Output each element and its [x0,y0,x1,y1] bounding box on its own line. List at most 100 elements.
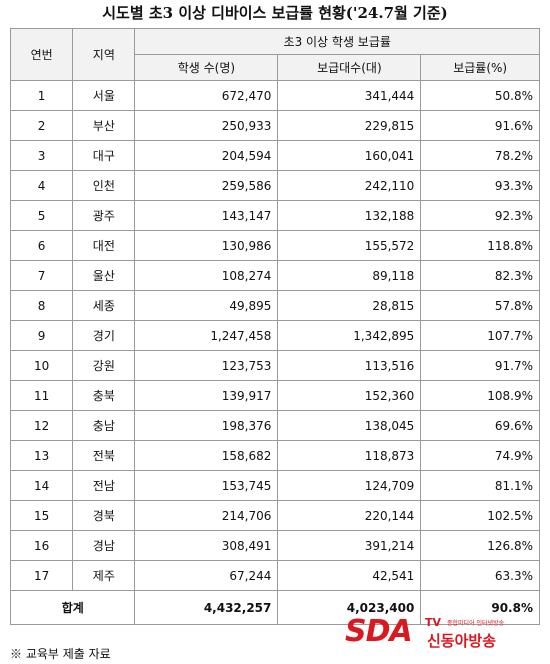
cell: 16 [9,530,74,561]
cell: 67,244 [134,560,279,591]
cell: 10 [9,350,74,381]
cell: 부산 [72,110,136,141]
cell: 92.3% [420,200,540,231]
logo-tv: TV [425,616,442,629]
header-row: 연번 지역 초3 이상 학생 보급률 [9,28,540,81]
cell: 91.6% [420,110,540,141]
cell: 4 [9,170,74,201]
cell: 155,572 [277,230,422,261]
cell: 158,682 [134,440,279,471]
cell: 전남 [72,470,136,501]
row: 14 전남 153,745 124,709 81.1% [9,470,540,501]
cell: 1 [9,80,74,111]
cell: 50.8% [420,80,540,111]
row: 10 강원 123,753 113,516 91.7% [9,350,540,381]
cell: 14 [9,470,74,501]
cell: 160,041 [277,140,422,171]
cell: 63.3% [420,560,540,591]
cell: 391,214 [277,530,422,561]
cell: 108.9% [420,380,540,411]
cell: 108,274 [134,260,279,291]
cell: 57.8% [420,290,540,321]
cell: 13 [9,440,74,471]
total-row: 합계 4,432,257 4,023,400 90.8% [9,590,540,625]
cell: 107.7% [420,320,540,351]
cell: 충남 [72,410,136,441]
cell: 198,376 [134,410,279,441]
cell: 인천 [72,170,136,201]
cell: 강원 [72,350,136,381]
logo-mark: SDA [345,614,413,649]
cell: 220,144 [277,500,422,531]
cell: 대구 [72,140,136,171]
header-cell: 연번 [9,28,74,81]
row: 6 대전 130,986 155,572 118.8% [9,230,540,261]
cell: 4,432,257 [134,590,279,625]
logo-name: 신동아방송 [427,632,497,650]
cell: 17 [9,560,74,591]
cell: 12 [9,410,74,441]
cell: 15 [9,500,74,531]
row: 16 경남 308,491 391,214 126.8% [9,530,540,561]
header-cell: 보급률(%) [420,54,540,81]
row: 1 서울 672,470 341,444 50.8% [9,80,540,111]
cell: 경남 [72,530,136,561]
row: 12 충남 198,376 138,045 69.6% [9,410,540,441]
cell: 8 [9,290,74,321]
cell: 6 [9,230,74,261]
row: 13 전북 158,682 118,873 74.9% [9,440,540,471]
cell: 4,023,400 [277,590,422,625]
cell: 1,342,895 [277,320,422,351]
cell: 5 [9,200,74,231]
cell: 250,933 [134,110,279,141]
cell: 경기 [72,320,136,351]
cell: 672,470 [134,80,279,111]
cell: 광주 [72,200,136,231]
cell: 102.5% [420,500,540,531]
cell: 152,360 [277,380,422,411]
cell: 2 [9,110,74,141]
cell: 11 [9,380,74,411]
cell: 341,444 [277,80,422,111]
cell: 214,706 [134,500,279,531]
footnote: ※ 교육부 제출 자료 [10,647,111,661]
cell: 204,594 [134,140,279,171]
cell: 대전 [72,230,136,261]
logo: SDA TV 종합미디어 인터넷방송 신동아방송 [345,614,545,654]
cell: 138,045 [277,410,422,441]
row: 11 충북 139,917 152,360 108.9% [9,380,540,411]
cell: 130,986 [134,230,279,261]
cell: 제주 [72,560,136,591]
cell: 91.7% [420,350,540,381]
table: 연번 지역 초3 이상 학생 보급률 학생 수(명) 보급대수(대) 보급률(%) 1 서울 6… [9,28,540,625]
cell: 울산 [72,260,136,291]
cell: 9 [9,320,74,351]
cell: 132,188 [277,200,422,231]
cell: 113,516 [277,350,422,381]
cell: 82.3% [420,260,540,291]
cell: 126.8% [420,530,540,561]
header-cell: 지역 [72,28,136,81]
cell: 229,815 [277,110,422,141]
cell: 93.3% [420,170,540,201]
cell: 74.9% [420,440,540,471]
row: 2 부산 250,933 229,815 91.6% [9,110,540,141]
cell: 118,873 [277,440,422,471]
row: 15 경북 214,706 220,144 102.5% [9,500,540,531]
cell: 118.8% [420,230,540,261]
cell: 81.1% [420,470,540,501]
cell: 28,815 [277,290,422,321]
cell: 세종 [72,290,136,321]
cell: 78.2% [420,140,540,171]
cell: 124,709 [277,470,422,501]
cell: 259,586 [134,170,279,201]
cell: 242,110 [277,170,422,201]
header-cell: 학생 수(명) [134,54,279,81]
cell: 경북 [72,500,136,531]
cell: 90.8% [420,590,540,625]
cell: 전북 [72,440,136,471]
cell: 충북 [72,380,136,411]
cell: 서울 [72,80,136,111]
cell: 3 [9,140,74,171]
